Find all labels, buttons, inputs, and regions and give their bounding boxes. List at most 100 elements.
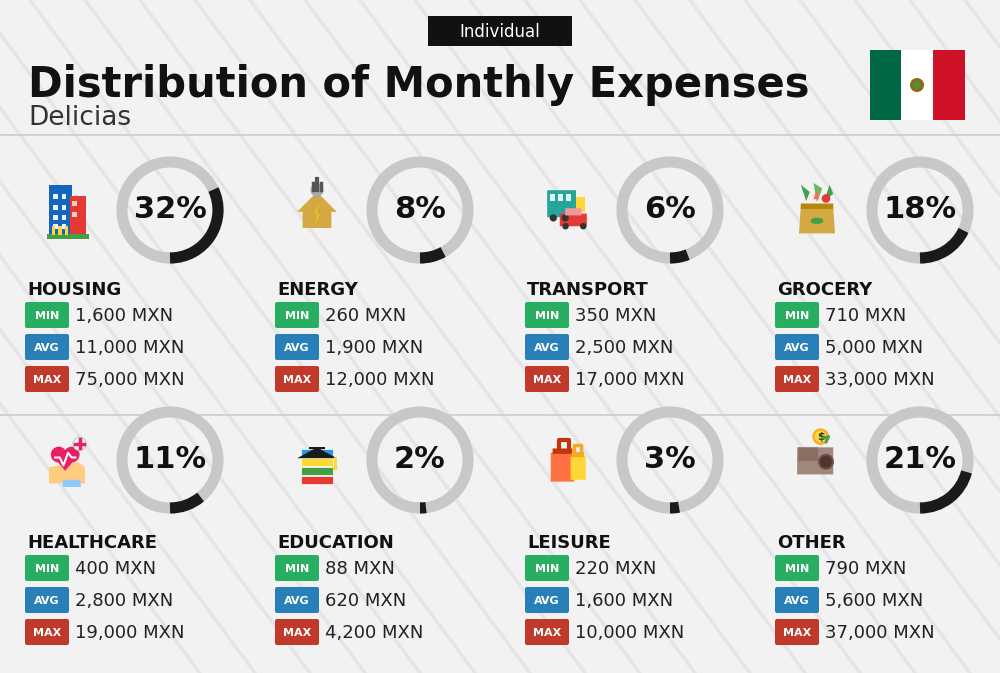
Bar — [301, 476, 333, 484]
Text: 12,000 MXN: 12,000 MXN — [325, 371, 434, 389]
Text: MIN: MIN — [535, 564, 559, 574]
FancyBboxPatch shape — [551, 453, 574, 482]
Text: AVG: AVG — [534, 596, 560, 606]
Polygon shape — [297, 192, 337, 228]
FancyBboxPatch shape — [525, 366, 569, 392]
Bar — [301, 449, 333, 457]
FancyBboxPatch shape — [25, 366, 69, 392]
Text: 5,600 MXN: 5,600 MXN — [825, 592, 923, 610]
Text: 88 MXN: 88 MXN — [325, 560, 395, 578]
FancyBboxPatch shape — [63, 480, 81, 487]
Text: 19,000 MXN: 19,000 MXN — [75, 624, 184, 642]
Text: 1,600 MXN: 1,600 MXN — [575, 592, 673, 610]
Bar — [52, 226, 55, 235]
Text: 710 MXN: 710 MXN — [825, 307, 906, 325]
FancyBboxPatch shape — [572, 452, 584, 457]
Circle shape — [910, 78, 924, 92]
FancyBboxPatch shape — [775, 302, 819, 328]
Text: AVG: AVG — [284, 343, 310, 353]
Text: MAX: MAX — [783, 628, 811, 638]
Circle shape — [64, 447, 80, 462]
Polygon shape — [297, 448, 337, 458]
Text: AVG: AVG — [534, 343, 560, 353]
Bar — [72, 212, 77, 217]
Text: MIN: MIN — [785, 564, 809, 574]
FancyBboxPatch shape — [525, 587, 569, 613]
Polygon shape — [813, 188, 819, 199]
Text: 6%: 6% — [644, 195, 696, 225]
FancyBboxPatch shape — [25, 619, 69, 645]
Text: 75,000 MXN: 75,000 MXN — [75, 371, 185, 389]
FancyBboxPatch shape — [275, 334, 319, 360]
Text: MIN: MIN — [35, 564, 59, 574]
Text: 220 MXN: 220 MXN — [575, 560, 656, 578]
Bar — [576, 197, 585, 212]
FancyBboxPatch shape — [525, 334, 569, 360]
Text: MIN: MIN — [535, 311, 559, 321]
Bar — [566, 194, 571, 201]
Text: 18%: 18% — [883, 195, 957, 225]
Text: AVG: AVG — [284, 596, 310, 606]
Text: AVG: AVG — [34, 343, 60, 353]
Text: 8%: 8% — [394, 195, 446, 225]
Text: MAX: MAX — [283, 375, 311, 385]
Bar — [558, 194, 563, 201]
FancyBboxPatch shape — [275, 619, 319, 645]
FancyBboxPatch shape — [25, 587, 69, 613]
Polygon shape — [49, 462, 85, 483]
Text: 2%: 2% — [394, 446, 446, 474]
Circle shape — [580, 223, 586, 229]
Text: 400 MXN: 400 MXN — [75, 560, 156, 578]
Bar — [62, 224, 66, 229]
Bar — [65, 226, 68, 235]
FancyBboxPatch shape — [775, 334, 819, 360]
FancyBboxPatch shape — [275, 366, 319, 392]
Text: GROCERY: GROCERY — [777, 281, 872, 299]
Text: AVG: AVG — [784, 343, 810, 353]
Text: Delicias: Delicias — [28, 105, 131, 131]
Bar — [550, 194, 555, 201]
FancyBboxPatch shape — [801, 203, 833, 209]
Bar — [70, 196, 86, 235]
FancyBboxPatch shape — [560, 213, 587, 226]
FancyBboxPatch shape — [25, 555, 69, 581]
Text: ENERGY: ENERGY — [277, 281, 358, 299]
Text: MAX: MAX — [283, 628, 311, 638]
Circle shape — [311, 184, 323, 197]
Text: 33,000 MXN: 33,000 MXN — [825, 371, 935, 389]
Bar — [62, 215, 66, 221]
Circle shape — [562, 214, 569, 221]
Bar — [53, 215, 58, 221]
Text: 1,600 MXN: 1,600 MXN — [75, 307, 173, 325]
Bar — [62, 205, 66, 210]
Text: MAX: MAX — [33, 628, 61, 638]
Text: AVG: AVG — [784, 596, 810, 606]
Text: 10,000 MXN: 10,000 MXN — [575, 624, 684, 642]
Bar — [870, 50, 901, 120]
Text: AVG: AVG — [34, 596, 60, 606]
Text: 620 MXN: 620 MXN — [325, 592, 406, 610]
Circle shape — [51, 447, 67, 462]
Text: OTHER: OTHER — [777, 534, 846, 552]
Bar — [309, 448, 325, 456]
Bar — [901, 50, 933, 120]
Circle shape — [822, 194, 830, 203]
Text: 5,000 MXN: 5,000 MXN — [825, 339, 923, 357]
Polygon shape — [824, 185, 833, 201]
Text: 32%: 32% — [134, 195, 206, 225]
FancyBboxPatch shape — [798, 448, 818, 461]
Text: 17,000 MXN: 17,000 MXN — [575, 371, 684, 389]
Text: 2,500 MXN: 2,500 MXN — [575, 339, 673, 357]
Text: MIN: MIN — [785, 311, 809, 321]
Text: 1,900 MXN: 1,900 MXN — [325, 339, 423, 357]
Polygon shape — [801, 185, 810, 201]
FancyBboxPatch shape — [775, 587, 819, 613]
Circle shape — [818, 454, 834, 470]
FancyBboxPatch shape — [797, 448, 833, 474]
Text: MAX: MAX — [783, 375, 811, 385]
Text: LEISURE: LEISURE — [527, 534, 611, 552]
Bar — [47, 234, 89, 239]
Text: 260 MXN: 260 MXN — [325, 307, 406, 325]
Text: 3%: 3% — [644, 446, 696, 474]
Text: MIN: MIN — [35, 311, 59, 321]
